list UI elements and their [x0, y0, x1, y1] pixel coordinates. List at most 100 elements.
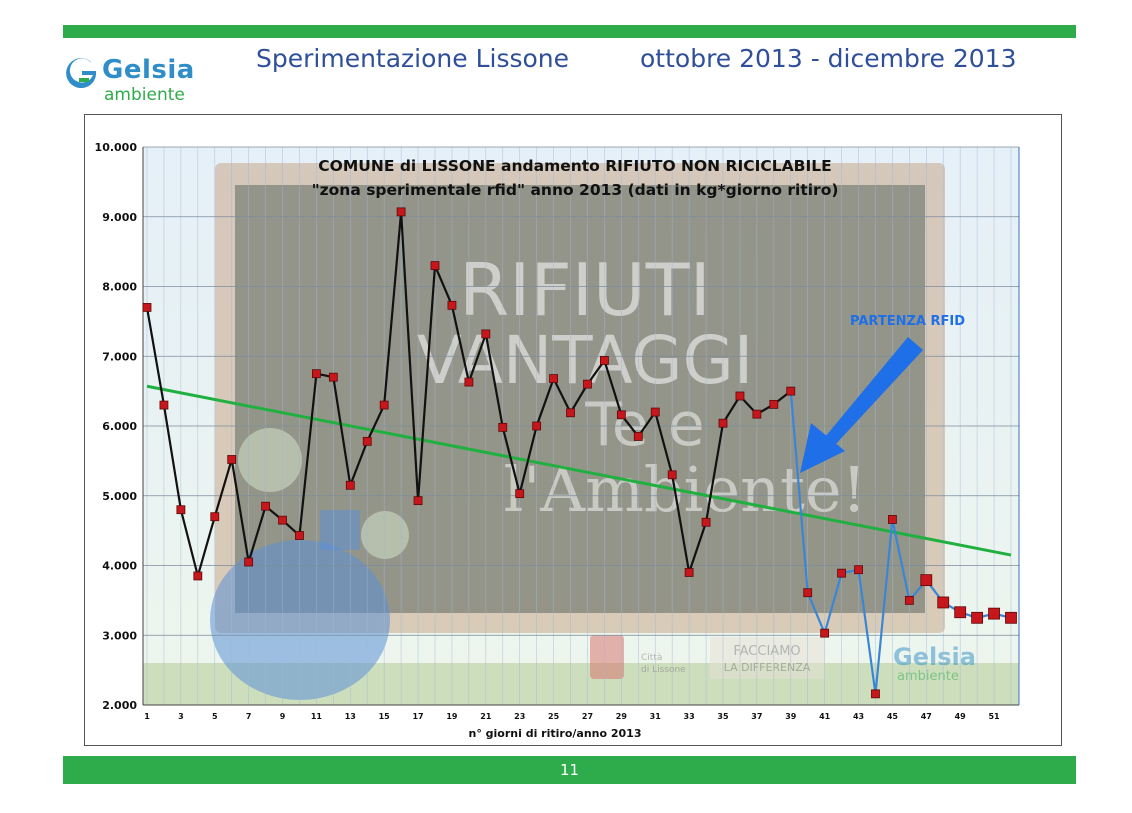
data-point-marker — [937, 596, 950, 609]
x-tick-label: 25 — [548, 712, 560, 721]
chart: RIFIUTI VANTAGGI Te e l'Ambiente! Città … — [95, 141, 1020, 740]
data-point-marker — [837, 568, 846, 578]
data-point-marker — [735, 391, 745, 401]
data-point-marker — [786, 386, 796, 396]
y-tick-label: 9.000 — [102, 211, 137, 224]
chart-axes: 2.000 3.000 4.000 5.000 6.000 7.000 8.000 9.000… — [95, 141, 1020, 721]
data-point-marker — [210, 512, 220, 522]
data-point-marker — [244, 557, 254, 567]
gelsia-logo: Gelsia ambiente — [66, 55, 196, 107]
data-point-marker — [345, 480, 355, 490]
data-point-marker — [413, 496, 423, 506]
x-tick-label: 39 — [785, 712, 797, 721]
data-point-marker — [854, 565, 863, 575]
data-point-marker — [803, 588, 813, 598]
data-point-marker — [888, 515, 897, 524]
x-tick-label: 27 — [582, 712, 593, 721]
bg-text-te-e: Te e — [584, 390, 704, 460]
y-tick-label: 10.000 — [95, 141, 138, 154]
data-point-marker — [159, 400, 169, 410]
page-number: 11 — [559, 761, 580, 779]
bg-gelsia-name: Gelsia — [893, 643, 976, 671]
x-tick-label: 29 — [616, 712, 628, 721]
bg-text-rifiuti: RIFIUTI — [459, 248, 711, 332]
x-tick-label: 17 — [412, 712, 423, 721]
data-point-marker — [769, 399, 779, 409]
data-point-marker — [379, 400, 389, 410]
x-tick-label: 3 — [178, 712, 184, 721]
data-point-marker — [650, 407, 660, 417]
data-point-marker — [532, 421, 542, 431]
data-point-marker — [988, 607, 1000, 620]
chart-subtitle: "zona sperimentale rfid" anno 2013 (dati… — [312, 181, 839, 199]
data-point-marker — [515, 489, 525, 499]
partenza-rfid-arrow-icon — [800, 337, 923, 473]
data-point-marker — [752, 409, 762, 419]
data-point-marker — [871, 689, 880, 699]
data-point-marker — [464, 377, 474, 387]
bottom-green-bar: 11 — [63, 756, 1076, 784]
logo-sub: ambiente — [104, 85, 185, 105]
x-tick-label: 21 — [480, 712, 492, 721]
logo-name: Gelsia — [102, 55, 195, 85]
data-point-marker — [549, 374, 558, 383]
x-tick-label: 23 — [514, 712, 525, 721]
data-point-marker — [701, 517, 711, 527]
x-tick-label: 51 — [988, 712, 1000, 721]
x-tick-label: 9 — [280, 712, 286, 721]
data-point-marker — [566, 408, 575, 418]
x-tick-label: 7 — [246, 712, 252, 721]
bg-gelsia-sub: ambiente — [897, 669, 959, 684]
x-tick-label: 49 — [955, 712, 967, 721]
bg-city-label1: Città — [641, 653, 662, 663]
x-tick-label: 45 — [887, 712, 899, 721]
data-point-marker — [718, 418, 728, 428]
y-tick-label: 7.000 — [102, 350, 137, 363]
bg-stamp-line1: FACCIAMO — [733, 644, 800, 659]
x-tick-label: 41 — [819, 712, 831, 721]
data-point-marker — [667, 470, 677, 480]
bg-city-label2: di Lissone — [641, 665, 686, 675]
data-point-marker — [261, 501, 270, 511]
data-point-marker — [312, 369, 321, 379]
y-tick-label: 5.000 — [102, 490, 137, 503]
x-tick-label: 1 — [144, 712, 150, 721]
partenza-rfid-label: PARTENZA RFID — [850, 314, 965, 329]
data-point-marker — [583, 379, 592, 389]
data-point-marker — [920, 574, 933, 587]
y-tick-label: 4.000 — [102, 560, 137, 573]
data-point-marker — [278, 515, 287, 525]
data-point-marker — [954, 606, 967, 619]
x-tick-label: 19 — [446, 712, 458, 721]
x-tick-label: 15 — [379, 712, 391, 721]
data-point-marker — [600, 356, 609, 365]
data-point-marker — [328, 372, 338, 382]
bg-stamp-line2: LA DIFFERENZA — [724, 661, 811, 674]
data-point-marker — [430, 261, 440, 270]
data-point-marker — [176, 505, 186, 515]
top-green-bar — [63, 25, 1076, 38]
y-tick-label: 8.000 — [102, 281, 137, 294]
data-point-marker — [227, 455, 237, 464]
x-tick-label: 35 — [717, 712, 729, 721]
x-tick-label: 11 — [311, 712, 323, 721]
series-markers — [142, 207, 1017, 699]
y-tick-label: 2.000 — [102, 699, 137, 712]
data-point-marker — [396, 207, 406, 217]
trend-line — [146, 384, 1012, 557]
data-point-marker — [904, 595, 914, 605]
data-point-marker — [142, 303, 152, 312]
data-point-marker — [820, 628, 830, 638]
data-point-marker — [1005, 611, 1017, 624]
data-point-marker — [498, 422, 508, 432]
chart-title: COMUNE di LISSONE andamento RIFIUTO NON … — [318, 157, 831, 175]
data-point-marker — [295, 531, 304, 540]
data-point-marker — [616, 410, 626, 420]
chart-frame: RIFIUTI VANTAGGI Te e l'Ambiente! Città … — [84, 114, 1062, 746]
y-tick-label: 3.000 — [102, 629, 137, 642]
data-point-marker — [481, 329, 491, 339]
x-tick-label: 37 — [751, 712, 762, 721]
y-tick-label: 6.000 — [102, 420, 137, 433]
x-tick-label: 31 — [650, 712, 662, 721]
x-axis-label: n° giorni di ritiro/anno 2013 — [468, 727, 641, 740]
